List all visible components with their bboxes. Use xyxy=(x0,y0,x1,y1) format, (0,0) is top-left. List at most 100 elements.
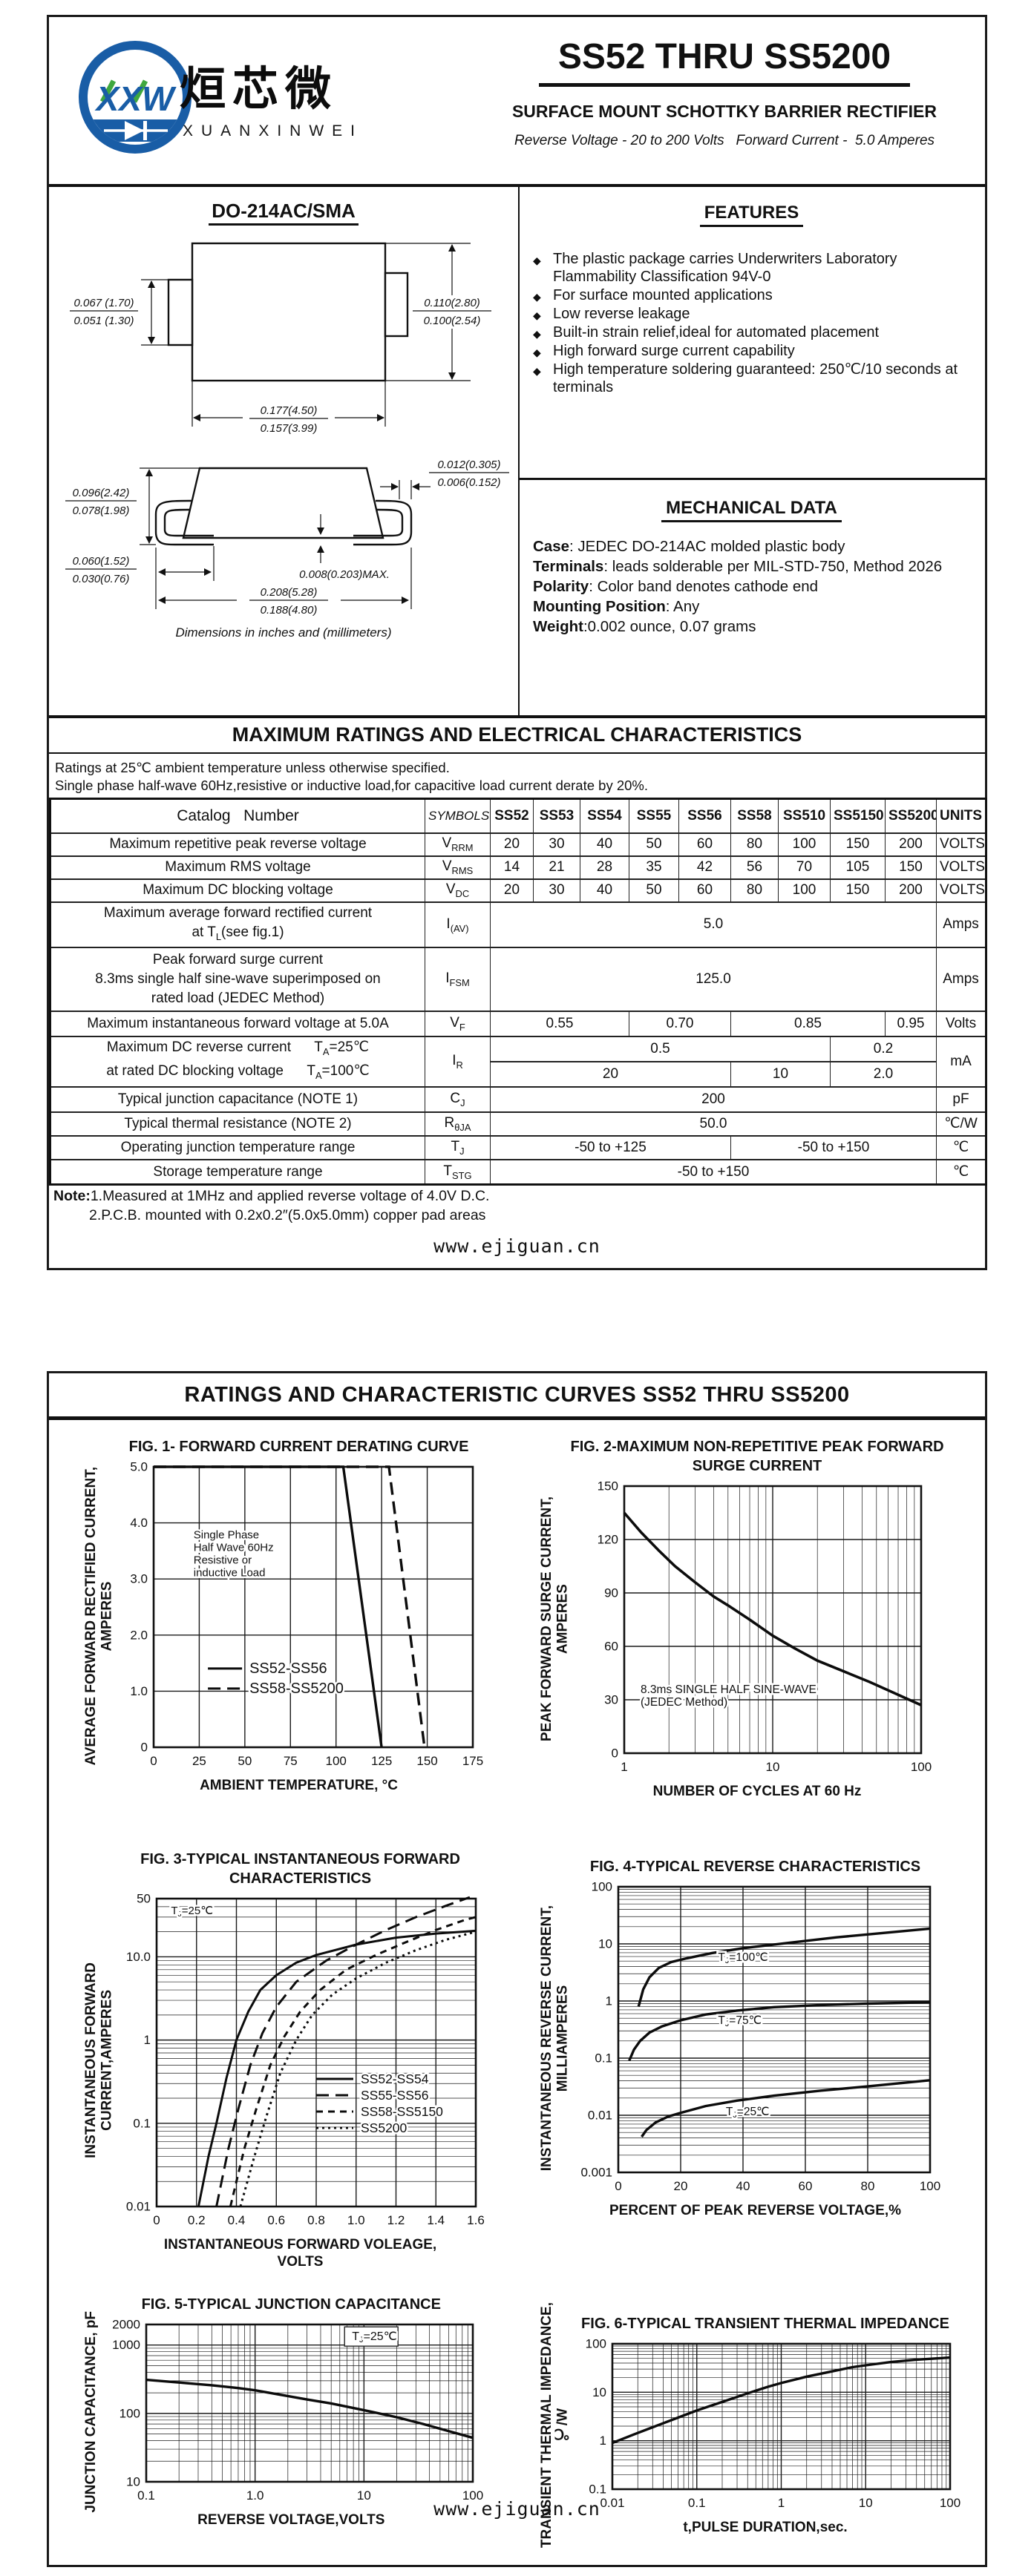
y-tick-label: 0 xyxy=(140,1741,147,1755)
svg-text:0.030(0.76): 0.030(0.76) xyxy=(73,573,130,585)
table-row: Maximum RMS voltage VRMS 14 21 28 35 42 56 70 105… xyxy=(50,855,986,880)
fig3-chart: 0.01 0.1 1 10.0 50 0 0.2 0.4 0.6 0.8 1.0 1.2 1.4 1.6 T… xyxy=(115,1891,486,2235)
chart-tick-labels: 0.01 0.1 1 10.0 50 0 0.2 0.4 0.6 0.8 1.0 1.2 1.4 1.6 xyxy=(125,1892,484,2228)
row-label-cell: Maximum RMS voltage xyxy=(50,855,425,880)
y-tick-label: 100 xyxy=(585,2336,606,2350)
value-cell: 100 xyxy=(778,878,831,903)
table-header-cell: UNITS xyxy=(936,798,986,834)
chart-tick-labels: 10 100 1000 2000 0.1 1.0 10 100 xyxy=(112,2318,483,2503)
fig3-title: FIG. 3-TYPICAL INSTANTANEOUS FORWARD CHA… xyxy=(140,1851,460,1887)
value-cell: 0.85 xyxy=(730,1011,886,1038)
feature-item: ◆ Low reverse leakage xyxy=(533,305,975,323)
figure-1-block: AVERAGE FORWARD RECTIFIED CURRENT, AMPER… xyxy=(83,1437,483,1795)
unit-cell: pF xyxy=(936,1085,986,1113)
unit-cell: Volts xyxy=(936,1011,986,1038)
mechanical-row: Case: JEDEC DO-214AC molded plastic body xyxy=(533,538,845,555)
bullet-icon: ◆ xyxy=(533,346,541,358)
x-tick-label: 1.0 xyxy=(246,2488,264,2503)
value-cell: 20 xyxy=(490,1061,731,1088)
series-SS55-SS56 xyxy=(215,1896,470,2207)
y-tick-label: 0 xyxy=(612,1747,618,1761)
table-header-cell: SS55 xyxy=(629,798,679,834)
fig2-y-axis-label: PEAK FORWARD SURGE CURRENT, AMPERES xyxy=(539,1496,571,1741)
table-header-cell: SS5150 xyxy=(830,798,886,834)
y-tick-label: 100 xyxy=(120,2406,140,2420)
fig1-y-axis-label: AVERAGE FORWARD RECTIFIED CURRENT, AMPER… xyxy=(83,1466,115,1766)
figure-4-block: INSTANTANEOUS REVERSE CURRENT, MILLIAMPE… xyxy=(539,1857,940,2220)
unit-cell: ℃ xyxy=(936,1134,986,1160)
fig6-x-axis-label: t,PULSE DURATION,sec. xyxy=(683,2519,848,2535)
logo-circle xyxy=(79,41,192,154)
table-row: Maximum DC blocking voltage VDC 20 30 40 50 60… xyxy=(50,878,986,903)
chart-text: Single Phase xyxy=(193,1528,258,1541)
value-cell: 2.0 xyxy=(830,1061,937,1088)
chart-series xyxy=(611,2356,950,2444)
table-header-cell: SS53 xyxy=(533,798,580,834)
series-TJ=100C xyxy=(637,1927,930,2007)
series-TJ=25C xyxy=(640,2079,930,2138)
website-link[interactable]: www.ejiguan.cn xyxy=(433,2498,600,2520)
value-cell: 150 xyxy=(885,855,937,880)
y-tick-label: 1 xyxy=(599,2434,606,2448)
value-cell: 30 xyxy=(533,878,580,903)
chart-canvas-fig1: 0 1.0 2.0 3.0 4.0 5.0 0 25 50 75 100 125 150 175 Singl… xyxy=(130,1460,483,1769)
package-caption: Dimensions in inches and (millimeters) xyxy=(175,625,392,640)
y-tick-label: 0.1 xyxy=(595,2051,612,2066)
value-cell: 35 xyxy=(629,855,679,880)
fig6-chart: 0.1 1 10 100 0.01 0.1 1 10 100 xyxy=(571,2336,960,2518)
fig4-y-axis-label: INSTANTANEOUS REVERSE CURRENT, MILLIAMPE… xyxy=(539,1905,571,2172)
unit-cell: ℃ xyxy=(936,1158,986,1186)
value-cell: 0.2 xyxy=(830,1036,937,1063)
row-label-cell: Typical thermal resistance (NOTE 2) xyxy=(50,1111,425,1137)
table-row: Maximum DC reverse current TA=25℃ at rate… xyxy=(50,1036,986,1088)
series-SS58-SS5200 xyxy=(153,1465,426,1748)
value-cell: 150 xyxy=(830,878,886,903)
feature-text: Low reverse leakage xyxy=(553,306,690,322)
value-cell: 200 xyxy=(885,878,937,903)
chart-canvas-fig4: 0.001 0.01 0.1 1 10 100 0 20 40 60 80 100 TJ​=100℃ TJ… xyxy=(580,1880,940,2194)
symbol-cell: IR xyxy=(425,1036,491,1088)
package-top-dim-labels: 0.067 (1.70) 0.051 (1.30) 0.110(2.80) 0.… xyxy=(74,297,481,435)
mechanical-data-title: MECHANICAL DATA xyxy=(518,498,985,522)
x-tick-label: 25 xyxy=(192,1754,206,1768)
chart-text: TJ​=25℃ xyxy=(725,2106,769,2120)
y-tick-label: 10 xyxy=(598,1937,612,1951)
website-link[interactable]: www.ejiguan.cn xyxy=(433,1235,600,1257)
symbol-cell: I(AV) xyxy=(425,901,491,949)
value-cell: 70 xyxy=(778,855,831,880)
chart-tick-labels: 0 30 60 90 120 150 1 10 100 xyxy=(598,1479,932,1775)
max-ratings-banner: MAXIMUM RATINGS AND ELECTRICAL CHARACTER… xyxy=(49,715,985,754)
x-tick-label: 80 xyxy=(860,2179,874,2193)
symbol-cell: VRMS xyxy=(425,855,491,880)
ratings-tagline: Reverse Voltage - 20 to 200 Volts Forwar… xyxy=(514,133,935,148)
figure-5-block: JUNCTION CAPACITANCE, pF FIG. 5-TYPICAL … xyxy=(83,2295,483,2529)
table-row: Storage temperature range TSTG -50 to +150… xyxy=(50,1158,986,1186)
logo-green-accent xyxy=(131,79,148,103)
value-cell: 150 xyxy=(830,832,886,857)
y-tick-label: 0.01 xyxy=(125,2200,150,2214)
feature-item: ◆ Built-in strain relief,ideal for automa… xyxy=(533,323,975,341)
chart-text: TJ​=25℃ xyxy=(352,2330,396,2345)
y-tick-label: 1000 xyxy=(112,2338,140,2352)
chart-text: SS58-SS5200 xyxy=(249,1680,344,1697)
y-tick-label: 2000 xyxy=(112,2318,140,2332)
chart-gridlines xyxy=(146,2324,474,2482)
series-TJ=75C xyxy=(627,2001,930,2062)
symbol-cell: IFSM xyxy=(425,947,491,1013)
package-outline-drawing: 0.067 (1.70) 0.051 (1.30) 0.110(2.80) 0.… xyxy=(65,242,509,617)
chart-canvas-fig3: 0.01 0.1 1 10.0 50 0 0.2 0.4 0.6 0.8 1.0 1.2 1.4 1.6 T… xyxy=(125,1892,484,2228)
table-row: Operating junction temperature range TJ -5… xyxy=(50,1134,986,1160)
fig5-chart: 10 100 1000 2000 0.1 1.0 10 100 TJ​=25℃ xyxy=(99,2317,483,2511)
table-header-cell: SS5200 xyxy=(885,798,937,834)
footnote-2: 2.P.C.B. mounted with 0.2x0.2″(5.0x5.0mm… xyxy=(89,1207,486,1223)
diode-cathode-icon xyxy=(143,121,147,140)
series-Cj xyxy=(146,2378,474,2439)
header-title-block: SS52 THRU SS5200 SURFACE MOUNT SCHOTTKY … xyxy=(476,36,973,149)
chart-text: SS55-SS56 xyxy=(361,2088,428,2103)
part-subtitle: SURFACE MOUNT SCHOTTKY BARRIER RECTIFIER xyxy=(511,102,937,121)
unit-cell: Amps xyxy=(936,901,986,949)
chart-gridlines xyxy=(153,1467,473,1747)
divider xyxy=(49,184,985,187)
